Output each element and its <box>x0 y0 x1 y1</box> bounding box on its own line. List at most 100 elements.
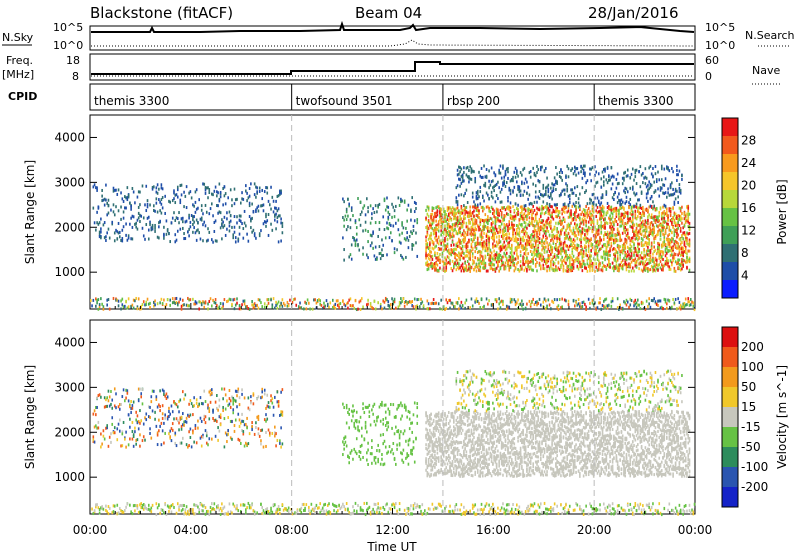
heatmap-cell <box>657 230 659 234</box>
heatmap-cell <box>669 186 672 190</box>
heatmap-cell <box>620 238 623 242</box>
heatmap-cell <box>203 305 206 309</box>
heatmap-cell <box>389 231 392 235</box>
heatmap-cell <box>199 300 202 304</box>
heatmap-cell <box>437 247 440 251</box>
heatmap-cell <box>436 240 439 244</box>
heatmap-cell <box>683 231 686 235</box>
heatmap-cell <box>616 195 619 199</box>
heatmap-cell <box>175 296 178 300</box>
heatmap-cell <box>572 265 575 269</box>
heatmap-cell <box>672 225 674 229</box>
heatmap-cell <box>561 178 563 182</box>
heatmap-cell <box>503 179 506 183</box>
heatmap-cell <box>590 238 592 242</box>
heatmap-cell <box>453 212 455 216</box>
heatmap-cell <box>455 186 458 190</box>
heatmap-cell <box>444 256 446 260</box>
heatmap-cell <box>468 211 470 215</box>
heatmap-cell <box>401 221 403 225</box>
heatmap-cell <box>543 247 546 251</box>
heatmap-cell <box>434 226 436 230</box>
heatmap-cell <box>377 301 379 305</box>
heatmap-cell <box>456 241 459 245</box>
heatmap-cell <box>357 243 359 247</box>
heatmap-cell <box>402 226 405 230</box>
heatmap-cell <box>488 246 490 250</box>
heatmap-cell <box>171 216 174 220</box>
heatmap-cell <box>621 248 624 252</box>
heatmap-cell <box>270 222 272 226</box>
heatmap-cell <box>429 243 431 247</box>
heatmap-cell <box>556 172 558 176</box>
heatmap-cell <box>602 206 605 210</box>
heatmap-cell <box>533 245 536 249</box>
heatmap-cell <box>407 238 410 242</box>
heatmap-cell <box>508 227 511 231</box>
heatmap-cell <box>550 244 552 248</box>
heatmap-cell <box>478 249 480 253</box>
heatmap-cell <box>163 236 165 240</box>
heatmap-cell <box>476 242 479 246</box>
heatmap-cell <box>432 206 435 210</box>
heatmap-cell <box>228 297 231 301</box>
heatmap-cell <box>631 215 634 219</box>
heatmap-cell <box>611 237 614 241</box>
heatmap-cell <box>483 240 485 244</box>
heatmap-cell <box>231 198 233 202</box>
heatmap-cell <box>638 230 640 234</box>
heatmap-cell <box>561 255 563 259</box>
heatmap-cell <box>600 185 603 189</box>
heatmap-cell <box>579 222 581 226</box>
heatmap-cell <box>519 241 522 245</box>
heatmap-cell <box>681 253 683 257</box>
heatmap-cell <box>539 252 542 256</box>
heatmap-cell <box>451 240 454 244</box>
heatmap-cell <box>504 248 507 252</box>
heatmap-cell <box>512 223 514 227</box>
heatmap-cell <box>546 250 548 254</box>
heatmap-cell <box>102 305 105 309</box>
heatmap-cell <box>561 262 563 266</box>
heatmap-cell <box>585 248 587 252</box>
heatmap-cell <box>543 241 546 245</box>
heatmap-cell <box>522 213 524 217</box>
heatmap-cell <box>532 250 535 254</box>
heatmap-cell <box>522 261 524 265</box>
heatmap-cell <box>615 250 618 254</box>
heatmap-cell <box>597 210 600 214</box>
heatmap-cell <box>519 267 522 271</box>
heatmap-cell <box>568 235 571 239</box>
heatmap-cell <box>543 212 546 216</box>
heatmap-cell <box>407 203 410 207</box>
heatmap-cell <box>321 306 324 310</box>
heatmap-cell <box>147 215 150 219</box>
heatmap-cell <box>234 303 237 307</box>
heatmap-cell <box>660 212 663 216</box>
heatmap-cell <box>570 209 572 213</box>
heatmap-cell <box>648 240 650 244</box>
heatmap-cell <box>576 185 579 189</box>
heatmap-cell <box>681 247 683 251</box>
heatmap-cell <box>122 305 125 309</box>
heatmap-cell <box>666 222 668 226</box>
heatmap-cell <box>483 259 485 263</box>
heatmap-cell <box>246 305 248 309</box>
heatmap-cell <box>663 243 666 247</box>
heatmap-cell <box>547 264 550 268</box>
heatmap-cell <box>528 260 531 264</box>
heatmap-cell <box>683 210 686 214</box>
heatmap-cell <box>522 193 524 197</box>
heatmap-cell <box>628 217 630 221</box>
heatmap-cell <box>445 232 448 236</box>
heatmap-cell <box>590 254 592 258</box>
heatmap-cell <box>539 264 542 268</box>
heatmap-cell <box>562 188 565 192</box>
heatmap-cell <box>217 306 219 310</box>
heatmap-cell <box>630 207 633 211</box>
heatmap-cell <box>494 222 497 226</box>
heatmap-cell <box>605 265 608 269</box>
heatmap-cell <box>555 268 557 272</box>
heatmap-cell <box>277 194 280 198</box>
heatmap-cell <box>620 266 623 270</box>
